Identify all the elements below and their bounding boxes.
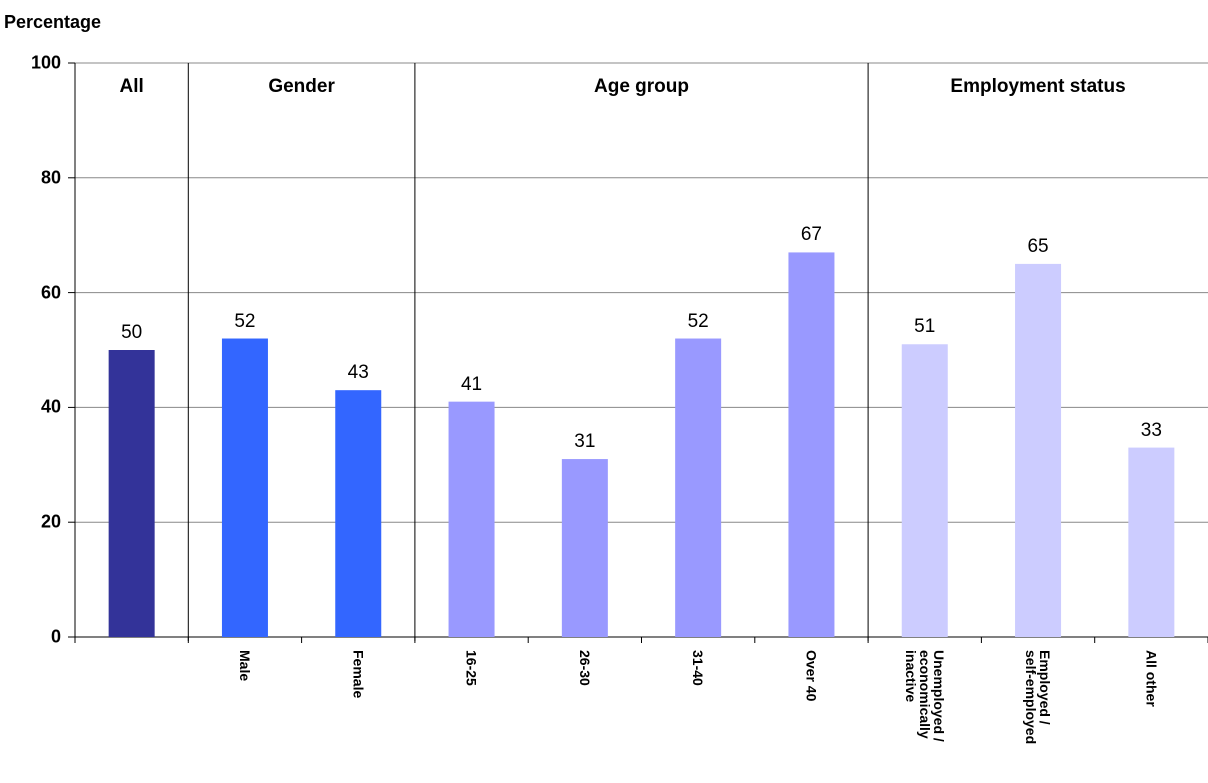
bar [788,252,835,638]
y-tick-label: 0 [50,626,61,647]
x-tick-label: All other [1143,650,1160,707]
x-tick-label: 26-30 [576,650,593,686]
y-tick-label: 100 [30,52,61,73]
bar [675,338,722,637]
bar [335,390,382,637]
bar [1015,263,1062,637]
x-tick-label: Over 40 [803,650,820,702]
value-label: 67 [800,224,823,246]
y-tick-label: 80 [40,167,61,188]
bar [108,350,155,637]
x-tick-label: Male [236,650,253,682]
group-label: Age group [594,76,689,97]
x-tick-label: Unemployed / economically inactive [902,650,947,742]
value-label: 31 [574,431,596,453]
bar [901,344,948,637]
value-label: 41 [460,373,483,395]
value-label: 50 [121,322,143,343]
group-label: Gender [268,76,335,97]
value-label: 52 [234,310,256,332]
group-label: Employment status [950,76,1126,97]
bar [561,459,608,637]
bar [1128,447,1175,637]
value-label: 52 [687,310,709,332]
x-tick-label: Employed / self-employed [1023,650,1054,745]
bar [448,401,495,637]
y-axis-label: Percentage [4,12,102,32]
y-tick-label: 40 [40,396,61,417]
value-label: 51 [914,316,936,338]
y-tick-label: 60 [40,282,61,303]
y-tick-label: 20 [40,511,61,532]
x-tick-label: Female [350,650,367,699]
x-tick-label: 31-40 [690,650,707,686]
group-label: All [119,76,144,97]
value-label: 65 [1027,235,1049,257]
value-label: 33 [1140,419,1162,441]
value-label: 43 [347,362,369,384]
bar [221,338,268,637]
x-tick-label: 16-25 [463,650,480,686]
